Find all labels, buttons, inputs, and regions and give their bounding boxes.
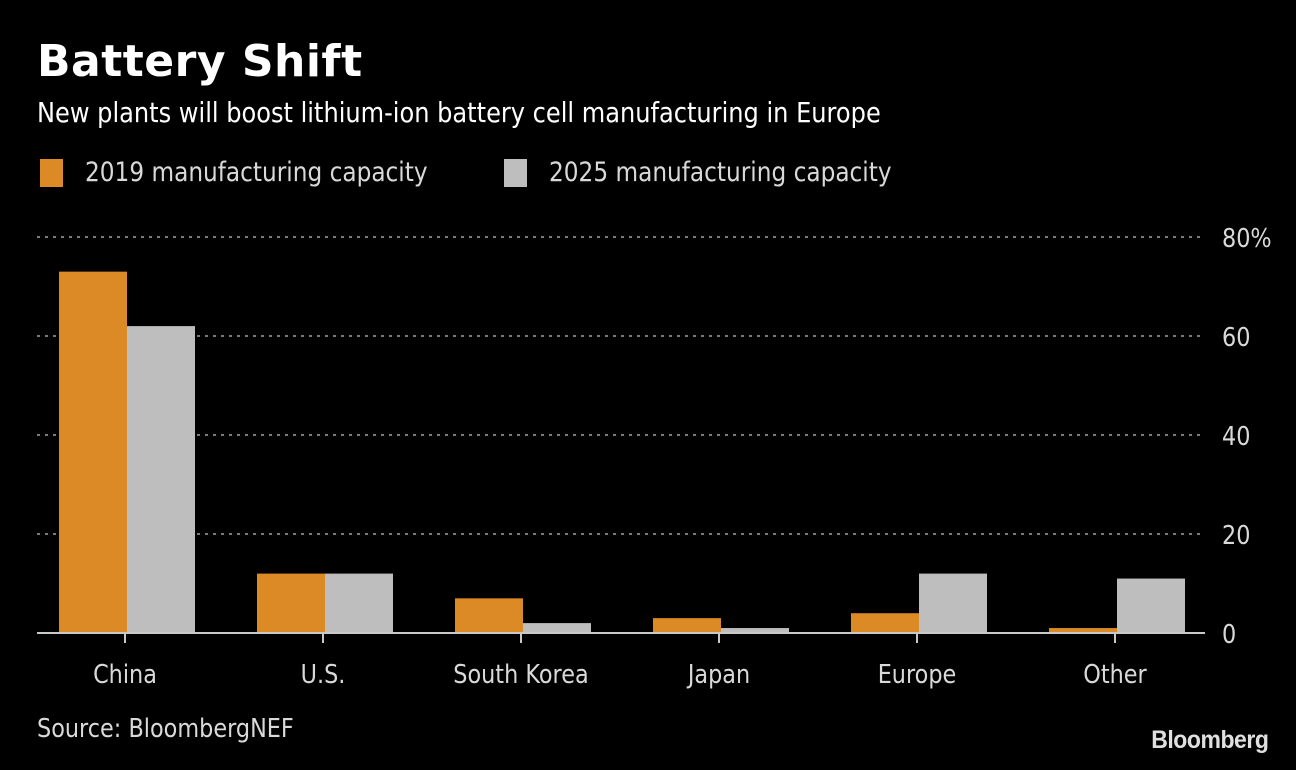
y-tick-label: 60 <box>1222 321 1250 352</box>
legend-swatch-2025 <box>504 158 527 187</box>
y-tick-label: 40 <box>1222 420 1250 451</box>
bar-2019-japan <box>653 618 721 633</box>
y-tick-label: 0 <box>1222 618 1236 649</box>
legend-label-2019: 2019 manufacturing capacity <box>85 157 428 188</box>
chart-title: Battery Shift <box>37 36 363 87</box>
bar-2025-u-s <box>325 573 393 633</box>
gridlines <box>37 236 1205 535</box>
x-tick-label: China <box>93 658 157 689</box>
chart-subtitle: New plants will boost lithium-ion batter… <box>37 96 881 129</box>
x-tick-label: Japan <box>686 658 750 689</box>
bar-2019-china <box>59 271 127 633</box>
bar-2019-other <box>1049 628 1117 633</box>
source-note: Source: BloombergNEF <box>37 714 294 744</box>
bloomberg-logo: Bloomberg <box>1150 726 1269 754</box>
bar-2025-south-korea <box>523 623 591 633</box>
legend-swatch-2019 <box>40 158 63 187</box>
legend-item-2025: 2025 manufacturing capacity <box>504 157 947 188</box>
x-axis <box>37 632 1205 643</box>
legend-label-2025: 2025 manufacturing capacity <box>549 157 892 188</box>
x-tick-label: U.S. <box>301 658 346 689</box>
bars <box>59 271 1185 633</box>
bar-2019-u-s <box>257 573 325 633</box>
bar-2025-europe <box>919 573 987 633</box>
y-axis-labels: 0 20 40 60 80% <box>1222 222 1272 649</box>
bar-2025-china <box>127 326 195 633</box>
bar-2025-japan <box>721 628 789 633</box>
x-tick-label: South Korea <box>453 658 588 689</box>
x-tick-label: Other <box>1083 658 1146 689</box>
bar-2019-south-korea <box>455 598 523 633</box>
legend-item-2019: 2019 manufacturing capacity <box>40 157 480 188</box>
y-tick-label: 80% <box>1222 222 1272 253</box>
x-axis-labels: China U.S. South Korea Japan Europe Other <box>93 658 1147 689</box>
x-tick-label: Europe <box>878 658 957 689</box>
bar-2025-other <box>1117 578 1185 633</box>
bar-2019-europe <box>851 613 919 633</box>
legend: 2019 manufacturing capacity 2025 manufac… <box>40 157 971 188</box>
y-tick-label: 20 <box>1222 519 1250 550</box>
